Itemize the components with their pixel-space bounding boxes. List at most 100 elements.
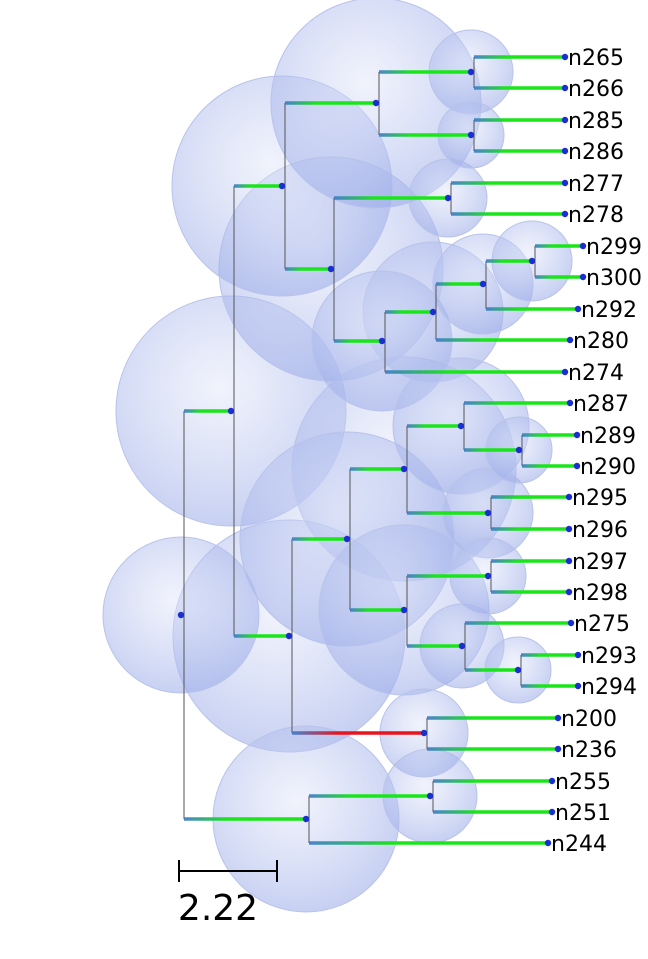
leaf-node-dot bbox=[561, 368, 569, 376]
tree-branch bbox=[464, 448, 519, 452]
tree-branch bbox=[436, 282, 483, 286]
leaf-label-n297: n297 bbox=[572, 550, 628, 575]
leaf-label-n274: n274 bbox=[568, 361, 624, 386]
tree-branch bbox=[407, 644, 462, 648]
leaf-node-dot bbox=[574, 305, 582, 313]
internal-node-dot bbox=[343, 535, 351, 543]
tree-branch bbox=[491, 527, 569, 531]
leaf-node-dot bbox=[573, 462, 581, 470]
tree-branch bbox=[486, 307, 578, 311]
internal-node-dot bbox=[528, 257, 536, 265]
leaf-node-dot bbox=[574, 682, 582, 690]
leaf-node-dot bbox=[561, 147, 569, 155]
scale-bar: 2.22 bbox=[178, 860, 278, 929]
tree-branch bbox=[292, 537, 347, 541]
leaf-label-n236: n236 bbox=[561, 738, 617, 763]
tree-branch bbox=[486, 259, 532, 263]
tree-branch bbox=[407, 424, 461, 428]
leaf-node-dot bbox=[565, 525, 573, 533]
internal-node-dot bbox=[479, 280, 487, 288]
internal-node-dot bbox=[444, 194, 452, 202]
tree-branch bbox=[350, 608, 404, 612]
leaf-label-n298: n298 bbox=[572, 581, 628, 606]
tree-branch bbox=[465, 621, 571, 625]
leaf-node-dot bbox=[565, 557, 573, 565]
leaf-label-n285: n285 bbox=[568, 109, 624, 134]
internal-node-dot bbox=[420, 729, 428, 737]
internal-node-dot bbox=[484, 509, 492, 517]
internal-node-dot bbox=[458, 642, 466, 650]
leaf-label-n244: n244 bbox=[551, 832, 607, 857]
tree-branch bbox=[521, 653, 578, 657]
leaf-node-dot bbox=[561, 179, 569, 187]
tree-branch bbox=[451, 212, 565, 216]
leaf-label-n277: n277 bbox=[568, 172, 624, 197]
tree-branch bbox=[474, 149, 565, 153]
leaf-label-n292: n292 bbox=[581, 298, 637, 323]
leaf-label-n255: n255 bbox=[555, 770, 611, 795]
internal-node-dot bbox=[514, 666, 522, 674]
tree-branch bbox=[234, 634, 289, 638]
internal-node-dot bbox=[285, 632, 293, 640]
internal-node-dot bbox=[484, 572, 492, 580]
tree-branch bbox=[309, 794, 430, 798]
tree-branch bbox=[379, 70, 471, 74]
leaf-node-dot bbox=[554, 714, 562, 722]
tree-branch bbox=[285, 267, 331, 271]
tree-branch bbox=[474, 86, 565, 90]
internal-node-dot bbox=[302, 815, 310, 823]
leaf-label-n294: n294 bbox=[581, 675, 637, 700]
leaf-label-n200: n200 bbox=[561, 707, 617, 732]
tree-branch bbox=[385, 310, 433, 314]
tree-branch bbox=[465, 668, 518, 672]
leaf-label-n300: n300 bbox=[586, 266, 642, 291]
internal-node-dot bbox=[457, 422, 465, 430]
tree-branch bbox=[184, 409, 231, 413]
leaf-node-dot bbox=[567, 619, 575, 627]
internal-node-dot bbox=[372, 99, 380, 107]
tree-branch bbox=[491, 495, 569, 499]
tree-branch bbox=[427, 716, 558, 720]
tree-branch bbox=[427, 747, 558, 751]
leaf-node-dot bbox=[561, 84, 569, 92]
leaf-label-n265: n265 bbox=[568, 46, 624, 71]
leaf-node-dot bbox=[565, 588, 573, 596]
leaf-label-n280: n280 bbox=[573, 329, 629, 354]
leaf-node-dot bbox=[554, 745, 562, 753]
tree-branch bbox=[285, 101, 376, 105]
leaf-node-dot bbox=[579, 273, 587, 281]
tree-branch bbox=[535, 275, 583, 279]
tree-branch bbox=[522, 433, 577, 437]
internal-node-dot bbox=[400, 606, 408, 614]
leaf-node-dot bbox=[566, 336, 574, 344]
leaf-node-dot bbox=[579, 242, 587, 250]
internal-node-dot bbox=[429, 308, 437, 316]
tree-branch bbox=[436, 338, 570, 342]
leaf-label-n251: n251 bbox=[555, 801, 611, 826]
leaf-node-dot bbox=[566, 399, 574, 407]
scale-bar-label: 2.22 bbox=[178, 888, 258, 929]
leaf-label-n289: n289 bbox=[580, 424, 636, 449]
tree-branch bbox=[184, 817, 306, 821]
tree-branch bbox=[433, 810, 552, 814]
tree-branch bbox=[521, 684, 578, 688]
internal-node-dot bbox=[327, 265, 335, 273]
leaf-label-n286: n286 bbox=[568, 140, 624, 165]
internal-node-dot bbox=[400, 465, 408, 473]
tree-branch bbox=[491, 559, 569, 563]
leaf-node-dot bbox=[561, 116, 569, 124]
tree-branch bbox=[234, 184, 282, 188]
internal-node-dot bbox=[515, 446, 523, 454]
leaf-labels: n265 n266 n285 n286 n277 n278 n299 n300 n292 n280… bbox=[551, 46, 642, 857]
node-dots bbox=[177, 53, 587, 847]
internal-node-dot bbox=[177, 611, 185, 619]
leaf-label-n293: n293 bbox=[581, 644, 637, 669]
leaf-label-n278: n278 bbox=[568, 203, 624, 228]
leaf-node-dot bbox=[561, 53, 569, 61]
leaf-node-dot bbox=[561, 210, 569, 218]
tree-branch bbox=[350, 467, 404, 471]
leaf-node-dot bbox=[565, 493, 573, 501]
leaf-node-dot bbox=[544, 839, 552, 847]
tree-branch bbox=[385, 370, 565, 374]
